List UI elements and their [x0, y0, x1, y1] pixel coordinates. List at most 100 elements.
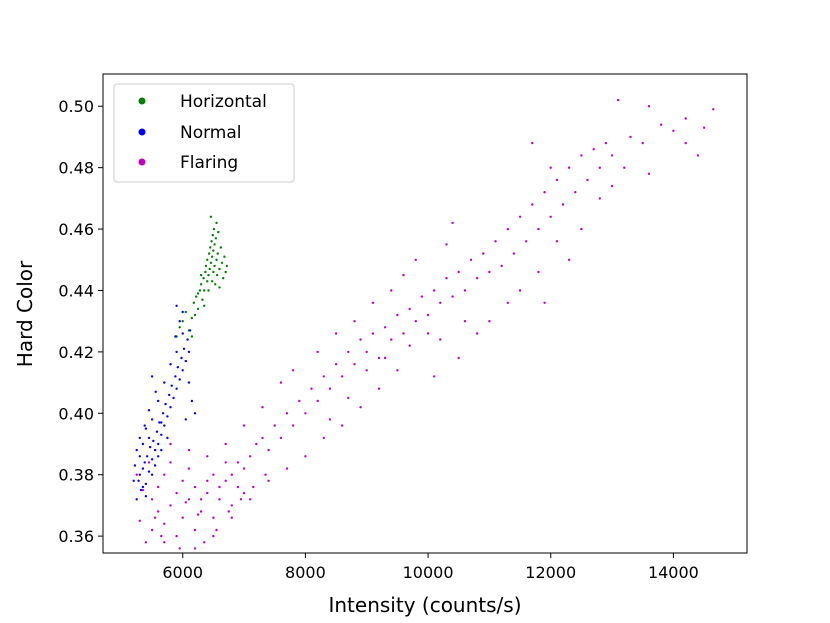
point-normal-49 — [169, 363, 172, 366]
point-horizontal-22 — [209, 261, 213, 264]
legend-box — [113, 83, 295, 183]
point-flaring-136 — [279, 381, 283, 384]
point-normal-58 — [135, 448, 138, 452]
point-flaring-74 — [494, 240, 497, 243]
point-flaring-2 — [150, 528, 154, 532]
point-normal-32 — [184, 359, 187, 363]
point-flaring-119 — [249, 498, 252, 501]
point-horizontal-32 — [214, 237, 218, 240]
y-tick-label: 0.46 — [58, 220, 94, 239]
point-horizontal-31 — [214, 283, 217, 286]
point-horizontal-37 — [218, 267, 221, 271]
point-normal-2 — [138, 473, 141, 476]
x-tick-label: 8000 — [285, 563, 326, 582]
point-flaring-28 — [212, 473, 215, 476]
point-horizontal-11 — [201, 298, 204, 301]
point-normal-23 — [170, 384, 173, 387]
point-flaring-58 — [396, 313, 399, 317]
point-flaring-157 — [580, 227, 583, 231]
point-flaring-47 — [328, 387, 332, 390]
point-flaring-166 — [252, 485, 255, 489]
point-normal-59 — [138, 436, 141, 440]
point-flaring-144 — [242, 424, 246, 427]
point-normal-22 — [169, 406, 172, 409]
point-flaring-135 — [475, 332, 479, 335]
point-flaring-41 — [291, 424, 295, 427]
point-flaring-131 — [598, 197, 601, 200]
point-flaring-114 — [341, 424, 344, 427]
plot-frame — [102, 73, 748, 554]
point-flaring-3 — [157, 510, 160, 513]
point-flaring-8 — [187, 498, 191, 501]
point-normal-8 — [147, 470, 151, 473]
point-flaring-120 — [230, 516, 233, 519]
point-flaring-46 — [322, 375, 325, 378]
point-flaring-10 — [199, 510, 203, 513]
point-horizontal-23 — [210, 240, 213, 243]
point-flaring-129 — [543, 301, 546, 304]
point-flaring-127 — [549, 166, 552, 169]
point-flaring-61 — [414, 320, 417, 323]
legend: Horizontal Normal Flaring — [113, 83, 295, 183]
point-flaring-110 — [433, 375, 436, 378]
point-normal-11 — [152, 439, 155, 443]
point-flaring-137 — [291, 369, 295, 372]
point-flaring-23 — [181, 479, 184, 482]
point-flaring-77 — [512, 252, 516, 255]
point-normal-19 — [164, 402, 167, 406]
point-flaring-90 — [592, 148, 595, 151]
point-normal-12 — [153, 448, 157, 452]
legend-marker-normal — [138, 128, 146, 136]
point-flaring-159 — [537, 270, 540, 274]
point-flaring-146 — [206, 455, 209, 458]
point-horizontal-48 — [207, 289, 210, 292]
point-normal-63 — [184, 418, 187, 421]
point-normal-24 — [172, 396, 175, 400]
point-flaring-123 — [163, 541, 166, 544]
point-flaring-111 — [396, 369, 399, 372]
point-flaring-12 — [212, 516, 215, 519]
point-flaring-54 — [371, 332, 375, 335]
point-normal-60 — [190, 399, 194, 403]
point-flaring-95 — [629, 135, 632, 139]
point-flaring-105 — [445, 243, 448, 246]
point-normal-45 — [141, 442, 145, 446]
point-flaring-154 — [426, 332, 430, 335]
point-flaring-34 — [249, 455, 252, 458]
y-tick-label: 0.44 — [58, 281, 94, 300]
point-flaring-86 — [567, 166, 571, 169]
point-normal-18 — [163, 424, 166, 427]
point-normal-34 — [187, 350, 191, 354]
point-normal-56 — [141, 485, 145, 489]
point-normal-51 — [181, 332, 184, 335]
data-points — [132, 98, 715, 550]
point-horizontal-18 — [207, 273, 210, 277]
point-flaring-22 — [175, 491, 178, 495]
point-flaring-142 — [390, 289, 393, 292]
point-flaring-172 — [184, 501, 187, 504]
point-flaring-168 — [147, 461, 151, 464]
point-flaring-66 — [445, 277, 448, 280]
point-normal-4 — [141, 467, 145, 470]
point-horizontal-42 — [224, 270, 227, 274]
point-flaring-4 — [163, 522, 166, 525]
point-flaring-75 — [500, 264, 503, 268]
x-axis-title: Intensity (counts/s) — [328, 593, 521, 617]
point-horizontal-28 — [212, 227, 216, 231]
point-flaring-71 — [475, 277, 479, 280]
point-flaring-44 — [310, 387, 313, 390]
point-flaring-87 — [574, 191, 577, 194]
point-flaring-53 — [365, 350, 368, 354]
y-tick-label: 0.48 — [58, 159, 94, 178]
legend-marker-flaring — [138, 158, 146, 166]
point-horizontal-53 — [193, 313, 197, 317]
point-normal-33 — [186, 338, 189, 341]
legend-label-normal: Normal — [180, 123, 242, 143]
y-tick-label: 0.42 — [58, 343, 94, 362]
point-flaring-80 — [531, 203, 534, 206]
point-normal-48 — [163, 381, 166, 384]
point-flaring-68 — [457, 270, 460, 274]
point-horizontal-27 — [212, 249, 215, 252]
point-normal-68 — [154, 390, 157, 393]
point-flaring-21 — [169, 461, 172, 464]
